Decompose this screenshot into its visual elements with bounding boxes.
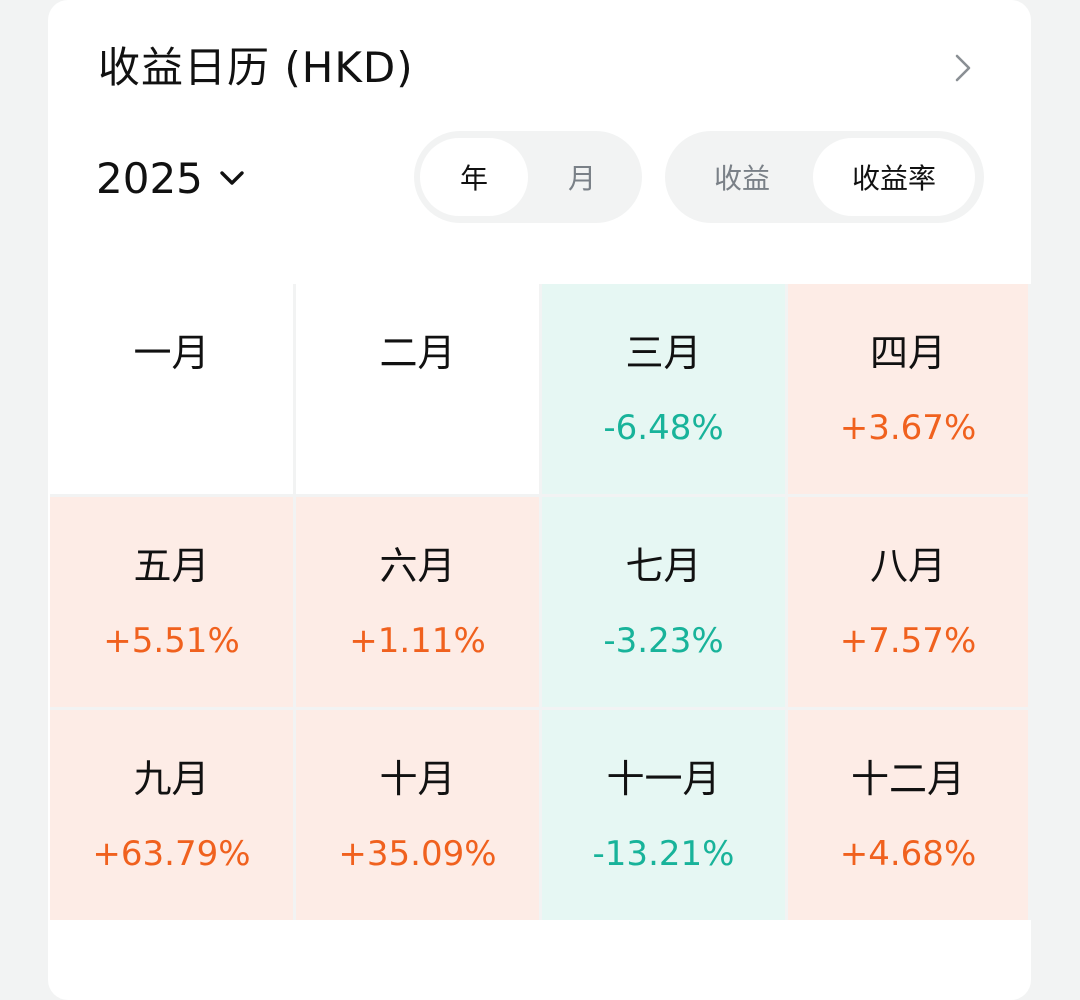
month-return-value: -6.48% [603,408,724,448]
month-cell[interactable]: 十一月 -13.21% [542,710,785,920]
month-cell[interactable]: 九月 +63.79% [50,710,293,920]
month-cell[interactable]: 四月 +3.67% [788,284,1028,494]
month-cell[interactable]: 六月 +1.11% [296,497,539,707]
month-label: 八月 [869,544,946,588]
month-return-value: +3.67% [839,408,977,448]
month-return-value: +5.51% [103,621,240,661]
month-cell[interactable]: 十二月 +4.68% [788,710,1028,920]
month-cell[interactable]: 二月 [296,284,539,494]
metric-toggle: 收益 收益率 [665,131,984,223]
month-label: 三月 [625,331,702,375]
month-label: 一月 [133,331,210,375]
month-return-value: +35.09% [338,834,497,874]
month-label: 四月 [869,331,946,375]
metric-earnings-button[interactable]: 收益 [713,162,770,195]
month-cell[interactable]: 一月 [50,284,293,494]
month-label: 十二月 [850,757,965,801]
period-toggle: 年 月 [414,131,642,223]
month-grid: 一月 二月 三月 -6.48% 四月 +3.67% 五月 +5.51% 六月 +1.11% 七月 -3… [50,284,1033,920]
month-cell[interactable]: 十月 +35.09% [296,710,539,920]
month-return-value: +4.68% [839,834,977,874]
month-label: 十一月 [606,757,721,801]
month-label: 二月 [379,331,456,375]
month-return-value: -3.23% [603,621,724,661]
month-cell[interactable]: 五月 +5.51% [50,497,293,707]
month-return-value: +7.57% [839,621,977,661]
month-cell[interactable]: 三月 -6.48% [542,284,785,494]
chevron-right-icon[interactable] [945,50,981,86]
page-title: 收益日历 (HKD) [98,43,414,92]
month-label: 六月 [379,544,456,588]
year-value: 2025 [96,153,203,203]
month-cell[interactable]: 八月 +7.57% [788,497,1028,707]
month-return-value: -13.21% [592,834,735,874]
period-month-button[interactable]: 月 [567,162,596,195]
metric-rate-button[interactable]: 收益率 [813,138,975,216]
month-label: 九月 [133,757,210,801]
month-label: 七月 [625,544,702,588]
period-year-button[interactable]: 年 [420,138,528,216]
month-label: 十月 [379,757,456,801]
title-row: 收益日历 (HKD) [98,38,981,98]
month-cell[interactable]: 七月 -3.23% [542,497,785,707]
month-return-value: +1.11% [349,621,486,661]
month-return-value: +63.79% [92,834,251,874]
chevron-down-icon [220,171,244,185]
year-selector[interactable]: 2025 [96,150,249,206]
month-label: 五月 [133,544,210,588]
